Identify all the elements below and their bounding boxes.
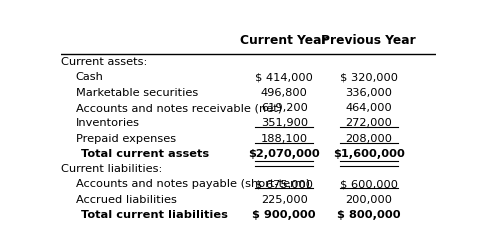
Text: 188,100: 188,100: [260, 133, 307, 143]
Text: Marketable securities: Marketable securities: [76, 87, 197, 97]
Text: $ 414,000: $ 414,000: [255, 72, 313, 82]
Text: 464,000: 464,000: [345, 103, 392, 113]
Text: $ 800,000: $ 800,000: [336, 209, 400, 219]
Text: Inventories: Inventories: [76, 118, 139, 128]
Text: Prepaid expenses: Prepaid expenses: [76, 133, 175, 143]
Text: $ 900,000: $ 900,000: [252, 209, 316, 219]
Text: Current assets:: Current assets:: [60, 57, 147, 67]
Text: Total current liabilities: Total current liabilities: [60, 209, 227, 219]
Text: $2,070,000: $2,070,000: [248, 148, 319, 158]
Text: $ 600,000: $ 600,000: [339, 179, 397, 189]
Text: $1,600,000: $1,600,000: [332, 148, 404, 158]
Text: 351,900: 351,900: [260, 118, 307, 128]
Text: Total current assets: Total current assets: [60, 148, 208, 158]
Text: 208,000: 208,000: [345, 133, 392, 143]
Text: Current liabilities:: Current liabilities:: [60, 163, 162, 173]
Text: Current Year: Current Year: [240, 34, 327, 47]
Text: $ 675,000: $ 675,000: [255, 179, 313, 189]
Text: Cash: Cash: [76, 72, 103, 82]
Text: $ 320,000: $ 320,000: [339, 72, 397, 82]
Text: 272,000: 272,000: [345, 118, 392, 128]
Text: 619,200: 619,200: [260, 103, 307, 113]
Text: Accrued liabilities: Accrued liabilities: [76, 194, 176, 204]
Text: 496,800: 496,800: [260, 87, 307, 97]
Text: 200,000: 200,000: [345, 194, 392, 204]
Text: Previous Year: Previous Year: [321, 34, 415, 47]
Text: 336,000: 336,000: [345, 87, 392, 97]
Text: Accounts and notes receivable (net): Accounts and notes receivable (net): [76, 103, 281, 113]
Text: Accounts and notes payable (short-term): Accounts and notes payable (short-term): [76, 179, 309, 189]
Text: 225,000: 225,000: [260, 194, 307, 204]
